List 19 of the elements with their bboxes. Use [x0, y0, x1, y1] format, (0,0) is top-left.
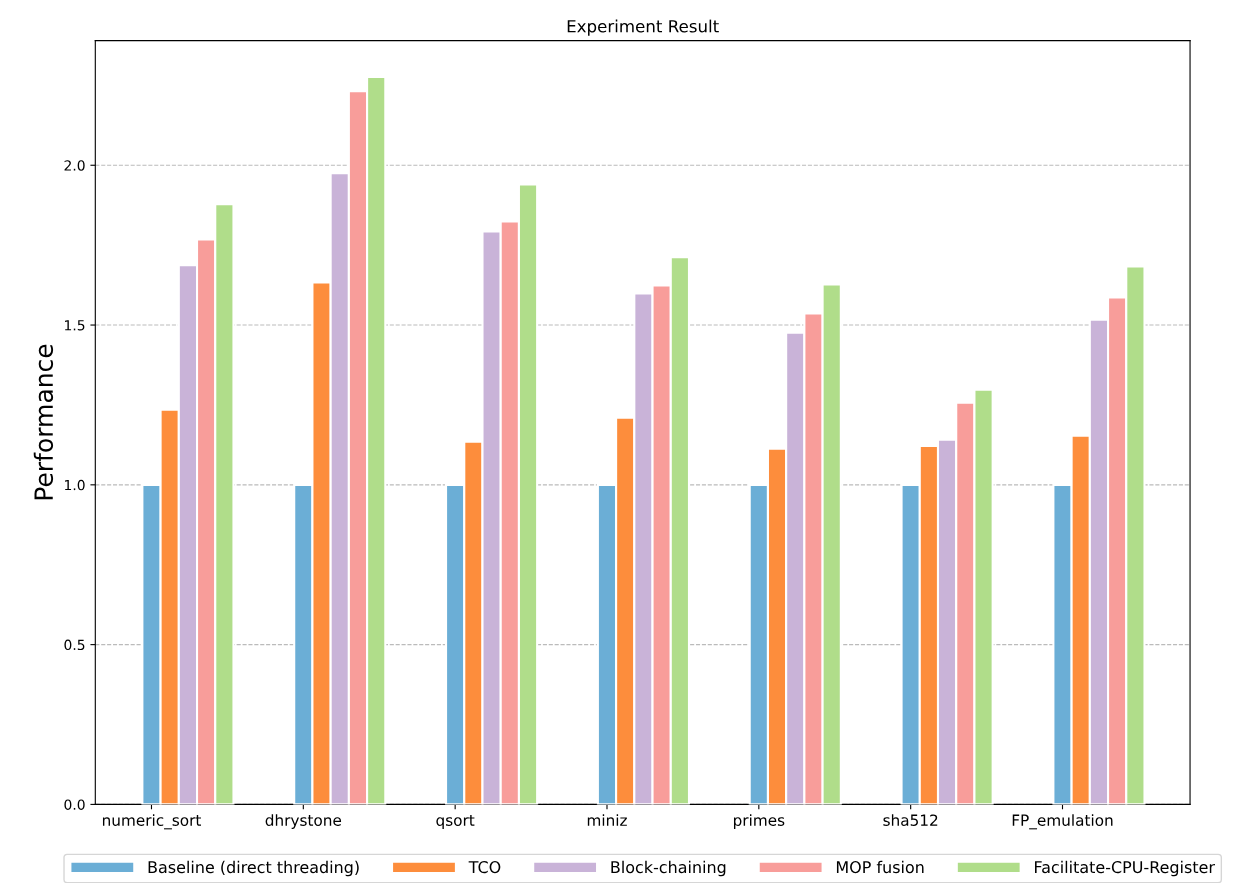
chart-title: Experiment Result	[567, 19, 719, 36]
y-axis-title: Performance	[33, 344, 54, 500]
x-tick-label: dhrystone	[265, 814, 342, 829]
y-tick-label: 1.5	[65, 320, 85, 331]
legend-label: MOP fusion	[836, 860, 924, 874]
y-tick-label: 0.5	[64, 639, 85, 651]
x-tick-label: FP_emulation	[1012, 814, 1113, 830]
y-tick-label: 1.0	[65, 479, 85, 491]
legend-label: Facilitate-CPU-Register	[1035, 860, 1215, 877]
x-tick-label: qsort	[436, 815, 475, 829]
y-tick-label: 2.0	[64, 160, 85, 171]
y-tick-label: 0.0	[64, 799, 85, 810]
x-tick-label: numeric_sort	[102, 814, 202, 830]
legend-label: Baseline (direct threading)	[148, 860, 359, 877]
x-tick-label: primes	[733, 814, 785, 829]
legend-label: TCO	[468, 861, 501, 874]
legend-label: Block-chaining	[611, 860, 726, 877]
x-tick-label: miniz	[587, 814, 627, 826]
x-tick-label: sha512	[883, 814, 938, 826]
